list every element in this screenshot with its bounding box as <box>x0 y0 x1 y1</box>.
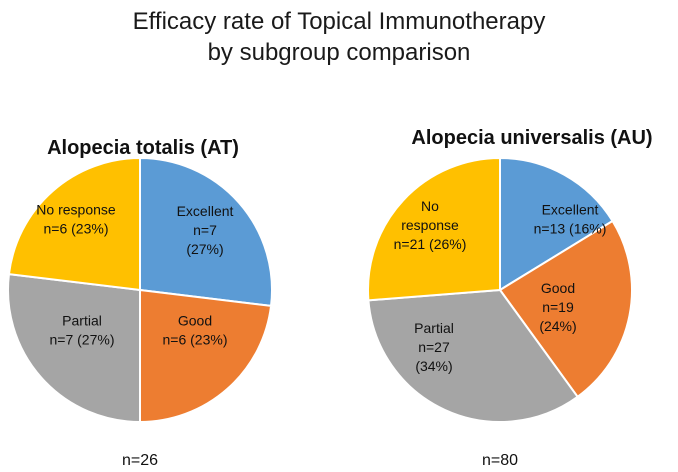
pie-slice-au-good <box>498 219 633 399</box>
page-title-line-1: Efficacy rate of Topical Immunotherapy <box>132 8 546 35</box>
chart-title-at: Alopecia totalis (AT) <box>47 137 239 159</box>
pie-slice-at-no-response <box>7 156 141 292</box>
slice-label-au-partial: Partial n=27 (34%) <box>414 320 454 374</box>
pie-chart-at: Alopecia totalis (AT) Excellent n=7 (27%) Go… <box>7 137 273 469</box>
slice-label-at-no-response: No response n=6 (23%) <box>36 202 116 237</box>
pie-slice-at-good <box>139 288 273 424</box>
slice-label-au-no-response: No response n=21 (26%) <box>394 198 467 252</box>
slice-label-au-excellent: Excellent n=13 (16%) <box>534 202 607 237</box>
pie-slice-au-no-response <box>367 156 501 302</box>
page-title-line-2: by subgroup comparison <box>207 39 471 66</box>
total-n-label-au: n=80 <box>482 452 518 469</box>
slice-label-at-partial: Partial n=7 (27%) <box>50 313 115 348</box>
chart-title-au: Alopecia universalis (AU) <box>411 127 652 149</box>
pie-slice-at-partial <box>7 272 141 424</box>
slice-label-at-good: Good n=6 (23%) <box>163 313 228 348</box>
total-n-label-at: n=26 <box>122 452 158 469</box>
pie-slice-au-excellent <box>499 156 614 292</box>
page-title: Efficacy rate of Topical Immunotherapy b… <box>0 6 678 68</box>
pie-chart-au: Alopecia universalis (AU) Excellent n=13 (… <box>367 127 653 469</box>
pie-slice-au-partial <box>367 288 579 423</box>
pie-slice-at-excellent <box>139 156 273 308</box>
slice-label-au-good: Good n=19 (24%) <box>539 280 576 334</box>
slice-label-at-excellent: Excellent n=7 (27%) <box>177 203 234 257</box>
